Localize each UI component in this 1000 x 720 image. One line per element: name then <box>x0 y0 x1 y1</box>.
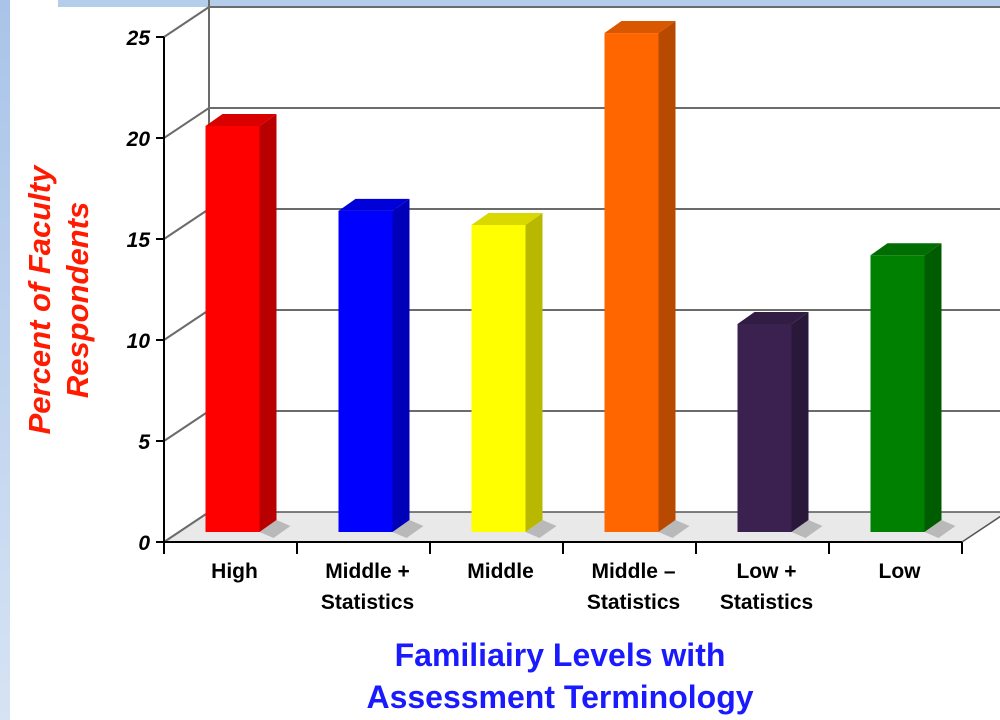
gridline-side <box>163 6 210 38</box>
y-tick-labels: 0 5 10 15 20 25 <box>126 27 151 555</box>
bar-side <box>924 243 942 532</box>
bar-shadow <box>525 520 557 538</box>
x-tick-label: Middle – Statistics <box>587 560 680 614</box>
bars <box>205 21 956 538</box>
bar <box>737 311 823 538</box>
bar-top <box>737 311 809 324</box>
x-tick-label: Middle + Statistics <box>321 560 414 614</box>
y-tick-label: 20 <box>126 128 151 151</box>
bar-top <box>870 243 942 256</box>
bar-side <box>259 113 277 532</box>
bar-side <box>525 212 543 532</box>
y-tick-label: 0 <box>138 532 150 555</box>
x-tick-label: High <box>211 560 258 583</box>
y-tick-label: 10 <box>127 330 151 353</box>
bar-top <box>471 212 543 225</box>
bar-front <box>604 33 659 533</box>
y-axis-label: Percent of FacultyRespondents <box>22 164 95 434</box>
bar-shadow <box>924 520 956 538</box>
bar-shadow <box>392 520 424 538</box>
bar <box>471 212 557 538</box>
bar-shadow <box>791 520 823 538</box>
bar-shadow <box>658 520 690 538</box>
bar-side <box>392 198 410 532</box>
bar-side <box>791 311 809 532</box>
bar-front <box>338 210 393 532</box>
y-tick-label: 25 <box>126 27 151 50</box>
bar <box>205 113 291 538</box>
category-labels: High Middle + Statistics Middle Middle – Stat… <box>211 560 921 614</box>
bar-front <box>205 125 260 532</box>
gridline-side <box>163 410 210 442</box>
x-tick-label: Low + Statistics <box>720 560 813 614</box>
y-tick-label: 5 <box>138 431 150 454</box>
gridline-side <box>163 309 210 341</box>
bar-top <box>338 198 410 211</box>
bar-shadow <box>259 520 291 538</box>
gridline-side <box>163 107 210 139</box>
slide-top-strip <box>58 0 1000 7</box>
slide-left-strip <box>0 0 10 720</box>
bar <box>870 243 956 538</box>
bar-top <box>205 113 277 126</box>
gridline-side <box>163 511 210 543</box>
x-axis-label: Familiairy Levels with Assessment Termino… <box>366 637 753 715</box>
bar <box>338 198 424 538</box>
gridline-side <box>163 208 210 240</box>
bar <box>604 21 690 538</box>
bar-front <box>471 224 526 532</box>
axes <box>156 0 963 554</box>
y-tick-label: 15 <box>127 229 151 252</box>
bar-side <box>658 21 676 533</box>
bar-front <box>737 323 792 532</box>
x-tick-label: Middle <box>467 560 534 583</box>
bar-top <box>604 21 676 34</box>
bar-front <box>870 255 925 532</box>
x-tick-label: Low <box>879 560 922 583</box>
